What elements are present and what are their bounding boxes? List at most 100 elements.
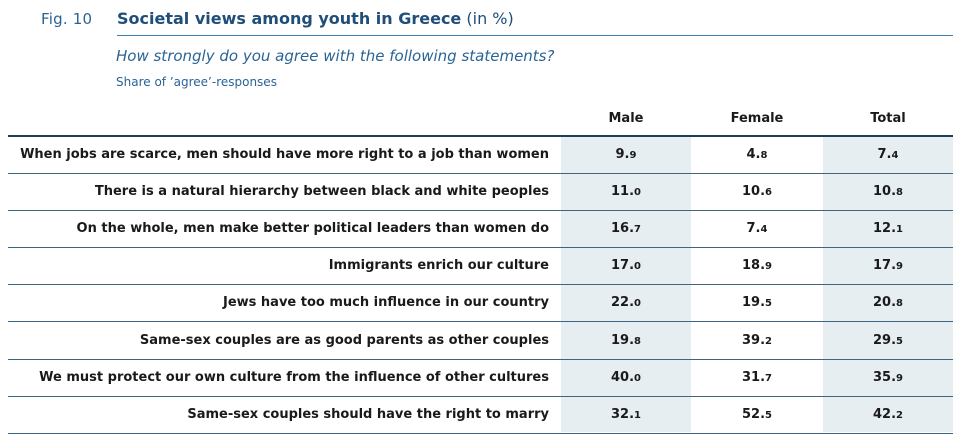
male-value: 32.1 — [561, 397, 691, 433]
value-decimal-part: 5 — [765, 409, 772, 421]
row-separator — [8, 321, 953, 323]
value-integer-part: 19. — [742, 295, 766, 311]
row-separator — [8, 210, 953, 212]
row-separator — [8, 395, 953, 397]
value-integer-part: 7. — [877, 147, 892, 162]
row-separator — [8, 358, 953, 360]
figure-subtitle: How strongly do you agree with the follo… — [116, 47, 555, 65]
value-integer-part: 35. — [873, 369, 897, 385]
row-label: Immigrants enrich our culture — [328, 258, 549, 274]
female-value: 52.5 — [692, 397, 822, 433]
value-decimal-part: 1 — [896, 224, 903, 236]
female-value: 7.4 — [692, 211, 822, 247]
value-decimal-part: 9 — [765, 261, 772, 273]
value-integer-part: 29. — [873, 332, 897, 348]
row-label: We must protect our own culture from the… — [39, 369, 549, 385]
value-integer-part: 17. — [611, 258, 635, 274]
row-label: Same-sex couples should have the right t… — [187, 406, 549, 422]
male-value: 11.0 — [561, 174, 691, 210]
value-integer-part: 32. — [611, 406, 635, 422]
title-unit: (in %) — [466, 9, 514, 28]
total-value: 42.2 — [823, 397, 953, 433]
value-decimal-part: 8 — [896, 187, 903, 199]
value-decimal-part: 4 — [891, 150, 899, 161]
female-value: 4.8 — [692, 137, 822, 173]
table-row: Immigrants enrich our culture 17.0 18.9 17.… — [8, 248, 953, 286]
table-row: Same-sex couples should have the right t… — [8, 397, 953, 434]
total-value: 17.9 — [823, 248, 953, 284]
male-value: 16.7 — [561, 211, 691, 247]
table-row: We must protect our own culture from the… — [8, 360, 953, 397]
female-value: 39.2 — [692, 323, 822, 359]
total-value: 29.5 — [823, 323, 953, 359]
value-decimal-part: 9 — [896, 261, 903, 273]
value-decimal-part: 7 — [765, 372, 772, 384]
value-decimal-part: 2 — [896, 409, 903, 421]
value-integer-part: 18. — [742, 258, 766, 274]
value-integer-part: 20. — [873, 295, 897, 311]
header-rule — [8, 135, 953, 137]
value-integer-part: 31. — [742, 369, 766, 385]
value-decimal-part: 0 — [634, 298, 641, 310]
row-label: On the whole, men make better political … — [76, 221, 549, 237]
row-label: Jews have too much influence in our coun… — [223, 295, 549, 311]
figure-number: Fig. 10 — [41, 10, 93, 28]
row-label: There is a natural hierarchy between bla… — [94, 184, 549, 200]
value-decimal-part: 2 — [765, 335, 772, 347]
total-value: 20.8 — [823, 285, 953, 321]
male-value: 40.0 — [561, 360, 691, 396]
row-label: Same-sex couples are as good parents as … — [139, 332, 549, 348]
value-integer-part: 11. — [611, 184, 635, 200]
row-separator — [8, 173, 953, 174]
figure-title: Societal views among youth in Greece (in… — [117, 9, 514, 28]
table-row: When jobs are scarce, men should have mo… — [8, 137, 953, 174]
value-integer-part: 10. — [873, 184, 897, 200]
value-integer-part: 52. — [742, 406, 766, 422]
value-decimal-part: 7 — [634, 224, 641, 236]
total-value: 35.9 — [823, 360, 953, 396]
table-row: On the whole, men make better political … — [8, 211, 953, 249]
value-decimal-part: 9 — [629, 150, 637, 161]
title-text: Societal views among youth in Greece — [117, 9, 462, 28]
column-header-male: Male — [608, 111, 644, 126]
male-value: 9.9 — [561, 137, 691, 173]
value-integer-part: 4. — [746, 147, 761, 162]
row-separator — [8, 247, 953, 249]
female-value: 10.6 — [692, 174, 822, 210]
table-row: Jews have too much influence in our coun… — [8, 285, 953, 323]
female-value: 18.9 — [692, 248, 822, 284]
column-header-total: Total — [870, 111, 906, 126]
value-decimal-part: 6 — [765, 187, 772, 199]
row-separator — [8, 432, 953, 434]
value-integer-part: 10. — [742, 184, 766, 200]
value-decimal-part: 9 — [896, 372, 903, 384]
table-row: There is a natural hierarchy between bla… — [8, 174, 953, 212]
value-decimal-part: 5 — [765, 298, 772, 310]
value-decimal-part: 0 — [634, 372, 641, 384]
total-value: 10.8 — [823, 174, 953, 210]
value-integer-part: 39. — [742, 332, 766, 348]
column-header-female: Female — [730, 111, 784, 126]
total-value: 7.4 — [823, 137, 953, 173]
figure-note: Share of ’agree’-responses — [116, 75, 277, 89]
male-value: 19.8 — [561, 323, 691, 359]
row-label: When jobs are scarce, men should have mo… — [20, 147, 549, 162]
total-value: 12.1 — [823, 211, 953, 247]
value-decimal-part: 0 — [634, 187, 641, 199]
table-row: Same-sex couples are as good parents as … — [8, 323, 953, 360]
value-integer-part: 16. — [611, 221, 635, 237]
value-integer-part: 9. — [615, 147, 630, 162]
male-value: 22.0 — [561, 285, 691, 321]
value-integer-part: 19. — [611, 332, 635, 348]
value-decimal-part: 0 — [634, 261, 641, 273]
value-integer-part: 7. — [746, 221, 761, 237]
title-rule — [117, 35, 953, 36]
female-value: 19.5 — [692, 285, 822, 321]
row-separator — [8, 284, 953, 286]
male-value: 17.0 — [561, 248, 691, 284]
value-decimal-part: 5 — [896, 335, 903, 347]
value-decimal-part: 8 — [896, 298, 903, 310]
value-integer-part: 12. — [873, 221, 897, 237]
value-decimal-part: 8 — [634, 335, 641, 347]
value-decimal-part: 4 — [760, 224, 768, 236]
